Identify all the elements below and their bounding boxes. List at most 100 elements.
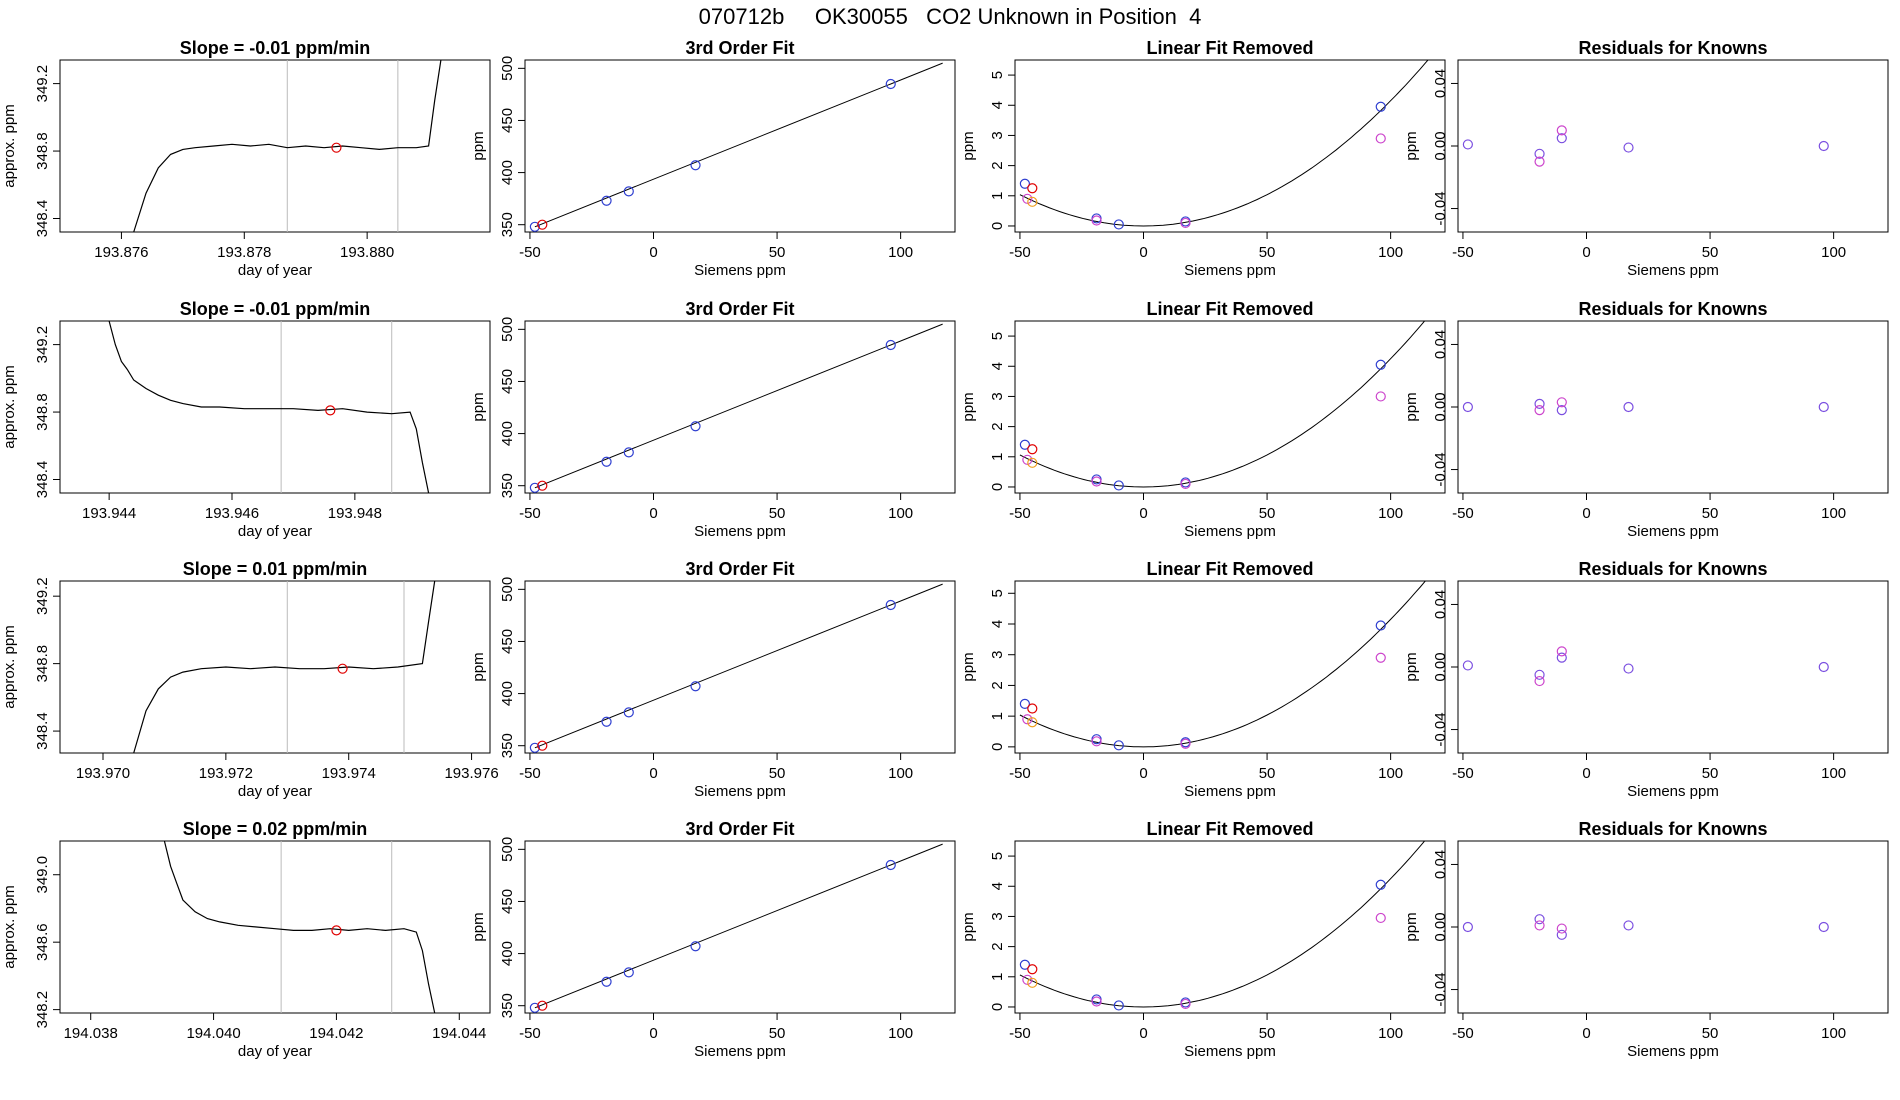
y-tick-label: 3 bbox=[989, 651, 1006, 659]
data-point bbox=[1534, 914, 1545, 925]
data-point bbox=[1462, 921, 1473, 933]
y-tick-label: 400 bbox=[499, 421, 516, 446]
x-tick-label: -50 bbox=[519, 505, 541, 522]
data-point bbox=[1534, 920, 1545, 931]
plot-frame bbox=[1014, 840, 1446, 1014]
panel-r1c3: Linear Fit Removed -50 0 50 100 Siemens ppm 0 1… bbox=[960, 38, 1446, 279]
mean-marker bbox=[331, 142, 342, 153]
y-tick-label: 0.04 bbox=[1432, 69, 1449, 98]
data-point bbox=[1818, 140, 1829, 152]
panel-title: 3rd Order Fit bbox=[685, 819, 794, 839]
figure-title: 070712b OK30055 CO2 Unknown in Position … bbox=[698, 4, 1202, 29]
panel-r3c2: 3rd Order Fit -50 0 50 100 Siemens ppm 350 400 4… bbox=[470, 559, 956, 800]
x-tick-label: 100 bbox=[1821, 765, 1846, 782]
panel-r1c2: 3rd Order Fit -50 0 50 100 Siemens ppm 350 400 4… bbox=[470, 38, 956, 279]
panel-r4c3: Linear Fit Removed -50 0 50 100 Siemens ppm 0 1… bbox=[960, 819, 1446, 1060]
y-tick-label: 348.4 bbox=[34, 712, 51, 750]
x-tick-label: 193.972 bbox=[199, 765, 253, 782]
y-axis-label: ppm bbox=[960, 131, 977, 160]
y-tick-label: 1 bbox=[989, 453, 1006, 461]
y-tick-label: 1 bbox=[989, 973, 1006, 981]
x-axis-label: Siemens ppm bbox=[1184, 262, 1276, 279]
data-point bbox=[537, 480, 548, 491]
data-point bbox=[1027, 183, 1038, 194]
y-tick-label: 2 bbox=[989, 161, 1006, 169]
y-tick-label: 0.00 bbox=[1432, 392, 1449, 421]
y-axis-label: ppm bbox=[470, 392, 487, 421]
data-point bbox=[690, 681, 701, 692]
y-axis-label: ppm bbox=[470, 912, 487, 941]
y-tick-label: 4 bbox=[989, 101, 1006, 109]
x-axis-label: Siemens ppm bbox=[694, 523, 786, 540]
x-tick-label: 50 bbox=[769, 244, 786, 261]
x-tick-label: 50 bbox=[769, 505, 786, 522]
data-point bbox=[1019, 439, 1030, 450]
y-tick-label: 348.8 bbox=[34, 132, 51, 170]
data-point bbox=[1019, 178, 1030, 189]
x-axis-label: Siemens ppm bbox=[694, 1043, 786, 1060]
plot-area bbox=[1019, 321, 1426, 491]
panel-r1c4: Residuals for Knowns -50 0 50 100 Siemens ppm… bbox=[1403, 38, 1889, 279]
data-point bbox=[1027, 977, 1038, 988]
data-point bbox=[1113, 740, 1124, 751]
y-axis-label: ppm bbox=[960, 392, 977, 421]
y-tick-label: 3 bbox=[989, 392, 1006, 400]
y-tick-label: 500 bbox=[499, 56, 516, 81]
x-tick-label: 100 bbox=[888, 1025, 913, 1042]
plot-frame bbox=[1014, 320, 1446, 494]
y-tick-label: 349.2 bbox=[34, 326, 51, 364]
x-tick-label: -50 bbox=[519, 1025, 541, 1042]
y-axis-label: ppm bbox=[960, 912, 977, 941]
data-point bbox=[690, 421, 701, 432]
data-point bbox=[1375, 359, 1386, 370]
data-point bbox=[1375, 879, 1386, 890]
y-axis-label: approx. ppm bbox=[1, 365, 18, 448]
plot-frame bbox=[524, 320, 956, 494]
x-tick-label: 50 bbox=[769, 1025, 786, 1042]
y-tick-label: 2 bbox=[989, 942, 1006, 950]
data-point bbox=[1180, 478, 1191, 490]
plot-area bbox=[108, 321, 430, 493]
plot-frame bbox=[1457, 580, 1889, 754]
panel-title: Slope = 0.02 ppm/min bbox=[183, 819, 368, 839]
fit-curve bbox=[1019, 581, 1427, 748]
x-tick-label: 193.948 bbox=[328, 505, 382, 522]
y-tick-label: -0.04 bbox=[1432, 712, 1449, 746]
x-axis-label: Siemens ppm bbox=[694, 262, 786, 279]
data-point bbox=[1027, 703, 1038, 714]
x-tick-label: 193.974 bbox=[322, 765, 376, 782]
x-tick-label: 194.044 bbox=[432, 1025, 486, 1042]
y-tick-label: 0 bbox=[989, 1003, 1006, 1011]
y-tick-label: 4 bbox=[989, 620, 1006, 628]
plot-area bbox=[133, 60, 442, 232]
x-tick-label: 0 bbox=[649, 244, 657, 261]
panel-title: 3rd Order Fit bbox=[685, 38, 794, 58]
x-tick-label: -50 bbox=[1009, 1025, 1031, 1042]
x-tick-label: 50 bbox=[1702, 765, 1719, 782]
y-tick-label: 349.0 bbox=[34, 856, 51, 894]
mean-marker bbox=[331, 925, 342, 936]
data-point bbox=[1556, 923, 1567, 934]
data-point bbox=[537, 740, 548, 751]
data-point bbox=[1556, 397, 1567, 408]
x-tick-label: -50 bbox=[519, 244, 541, 261]
panel-title: 3rd Order Fit bbox=[685, 559, 794, 579]
series-line bbox=[133, 60, 442, 232]
data-point bbox=[1091, 476, 1102, 487]
y-axis-label: ppm bbox=[1403, 652, 1420, 681]
plot-area bbox=[1019, 60, 1429, 230]
panel-r4c1: Slope = 0.02 ppm/min 194.038 194.040 194.04… bbox=[1, 819, 491, 1060]
x-tick-label: 0 bbox=[1582, 244, 1590, 261]
y-tick-label: 350 bbox=[499, 212, 516, 237]
x-tick-label: -50 bbox=[1009, 505, 1031, 522]
y-tick-label: 0.00 bbox=[1432, 131, 1449, 160]
panel-r2c1: Slope = -0.01 ppm/min 193.944 193.946 193.9… bbox=[1, 299, 491, 540]
x-axis-label: day of year bbox=[238, 262, 312, 279]
y-axis-label: ppm bbox=[1403, 131, 1420, 160]
data-point bbox=[623, 447, 634, 458]
data-point bbox=[1180, 738, 1191, 749]
x-tick-label: 50 bbox=[1259, 765, 1276, 782]
data-point bbox=[1113, 219, 1124, 230]
panel-r2c2: 3rd Order Fit -50 0 50 100 Siemens ppm 350 400 4… bbox=[470, 299, 956, 540]
data-point bbox=[1022, 454, 1033, 465]
